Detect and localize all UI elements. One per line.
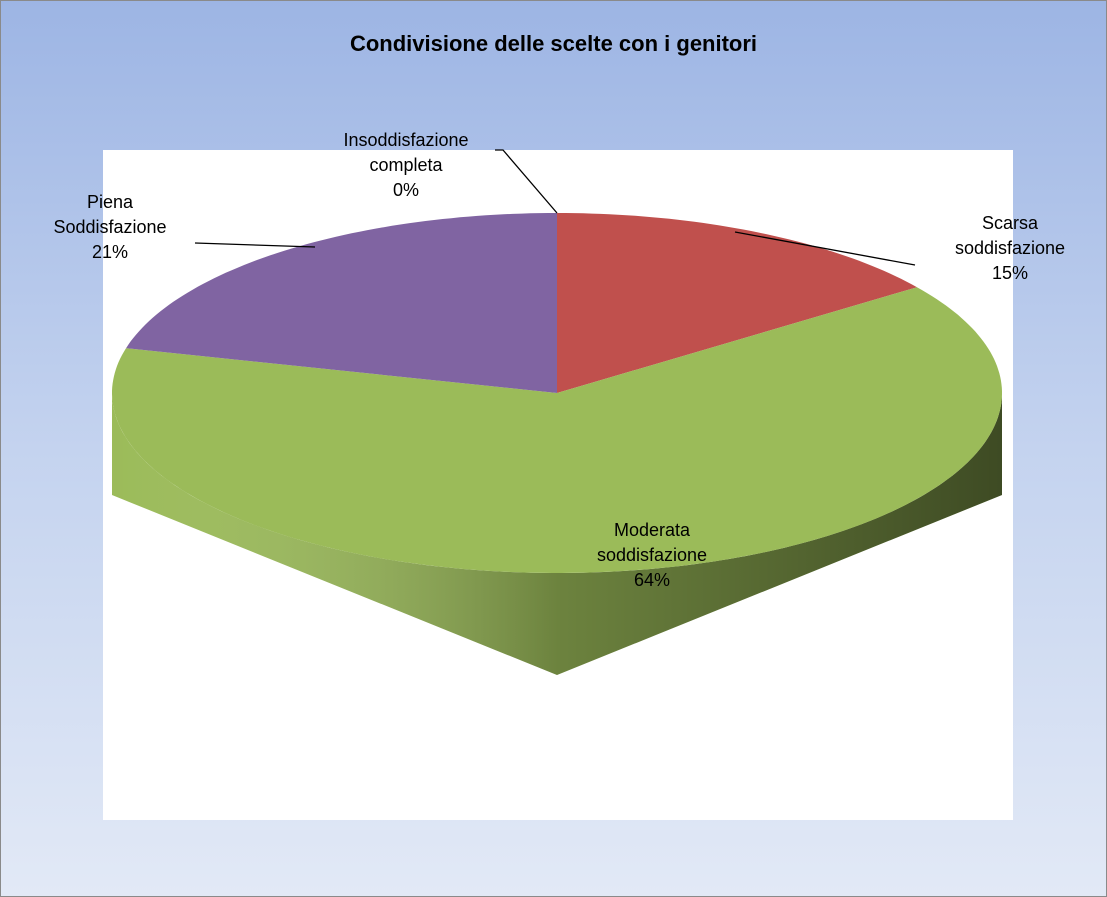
slice-side-shade xyxy=(112,393,1002,675)
value-label: 0% xyxy=(392,180,419,200)
category-label: Insoddisfazione completa xyxy=(343,130,469,175)
leader-line xyxy=(495,149,558,214)
leader-line xyxy=(734,231,916,266)
category-label: Scarsa soddisfazione xyxy=(954,213,1066,258)
data-label: Piena Soddisfazione 21% xyxy=(35,190,185,265)
value-label: 64% xyxy=(633,570,671,590)
data-label: Insoddisfazione completa 0% xyxy=(331,128,481,203)
data-label: Moderata soddisfazione 64% xyxy=(572,518,732,593)
leader-line xyxy=(194,242,316,248)
category-label: Piena Soddisfazione xyxy=(53,192,167,237)
slice xyxy=(112,287,1002,573)
category-label: Moderata soddisfazione xyxy=(596,520,708,565)
data-label: Scarsa soddisfazione 15% xyxy=(935,211,1085,286)
value-label: 21% xyxy=(91,242,129,262)
slice xyxy=(557,213,917,393)
slice xyxy=(126,213,557,393)
value-label: 15% xyxy=(991,263,1029,283)
chart-title: Condivisione delle scelte con i genitori xyxy=(349,31,758,56)
